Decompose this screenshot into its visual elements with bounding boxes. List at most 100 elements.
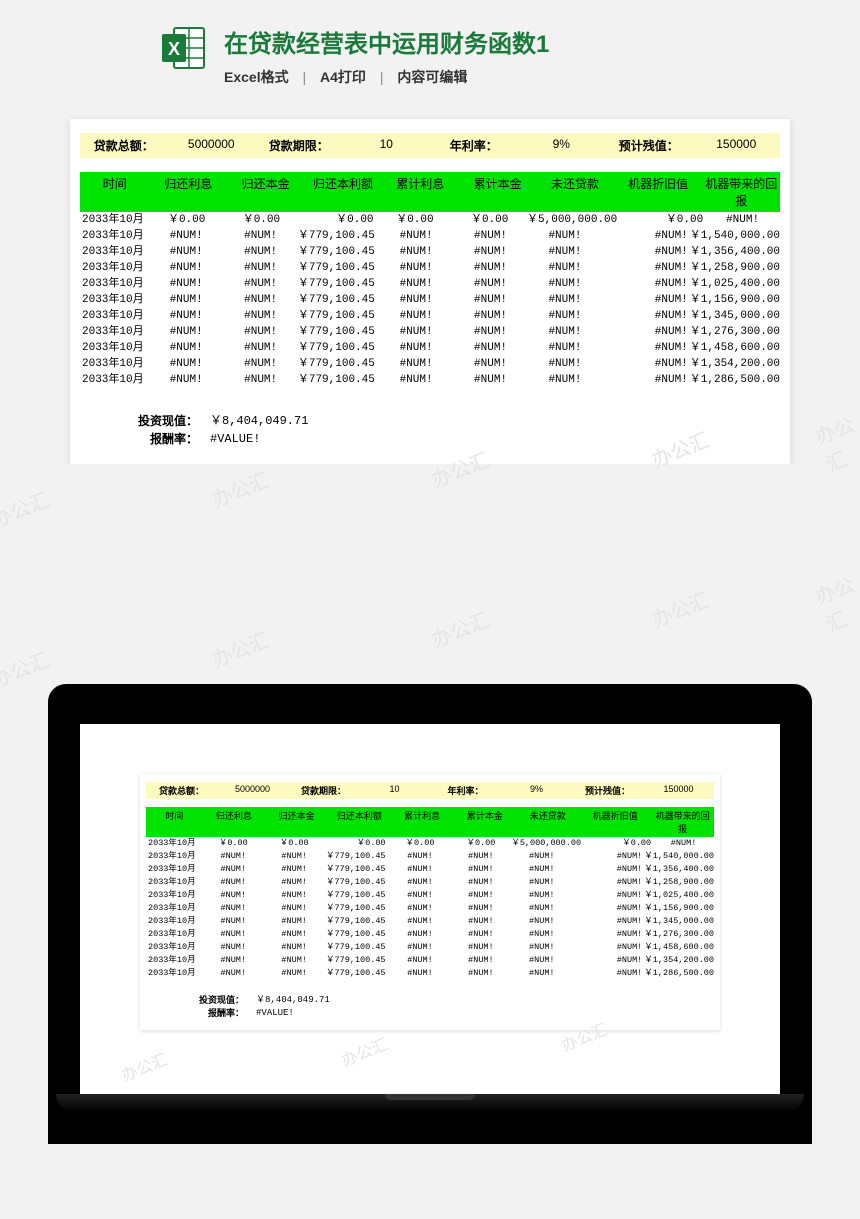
cell: #NUM!: [572, 955, 644, 966]
column-header: 机器折旧值: [579, 807, 651, 837]
cell: ￥779,100.45: [298, 325, 379, 339]
cell: #NUM!: [203, 890, 264, 901]
table-row: 2033年10月#NUM!#NUM!￥779,100.45#NUM!#NUM!#…: [146, 863, 714, 876]
param-label: 年利率：: [430, 133, 518, 158]
cell: #NUM!: [390, 955, 451, 966]
meta-format: Excel格式: [224, 69, 289, 85]
cell: #NUM!: [264, 955, 325, 966]
cell: #NUM!: [602, 341, 690, 355]
cell: #NUM!: [203, 916, 264, 927]
table-row: 2033年10月#NUM!#NUM!￥779,100.45#NUM!#NUM!#…: [146, 889, 714, 902]
cell: #NUM!: [453, 229, 527, 243]
column-header: 未还贷款: [536, 172, 613, 212]
cell: ￥779,100.45: [325, 916, 390, 927]
param-value: 10: [343, 133, 431, 158]
cell: #NUM!: [379, 261, 453, 275]
cell: #NUM!: [223, 325, 297, 339]
cell: #NUM!: [450, 851, 511, 862]
cell: #NUM!: [450, 955, 511, 966]
cell: #NUM!: [223, 309, 297, 323]
cell: ￥779,100.45: [325, 903, 390, 914]
cell: #NUM!: [602, 309, 690, 323]
cell: #NUM!: [450, 877, 511, 888]
cell: #NUM!: [453, 277, 527, 291]
table-row: 2033年10月#NUM!#NUM!￥779,100.45#NUM!#NUM!#…: [80, 260, 780, 276]
column-header: 时间: [80, 172, 150, 212]
cell: #NUM!: [390, 916, 451, 927]
column-header: 累计利息: [382, 172, 459, 212]
cell: 2033年10月: [80, 325, 149, 339]
cell: 2033年10月: [80, 277, 149, 291]
cell: #NUM!: [453, 261, 527, 275]
cell: ￥0.00: [617, 213, 705, 227]
watermark-text: 办公汇: [207, 464, 273, 513]
cell: #NUM!: [264, 942, 325, 953]
cell: #NUM!: [264, 890, 325, 901]
cell: ￥0.00: [325, 838, 390, 849]
cell: #NUM!: [203, 877, 264, 888]
column-header: 机器带来的回报: [651, 807, 714, 837]
cell: ￥0.00: [378, 213, 453, 227]
cell: 2033年10月: [146, 851, 203, 862]
cell: 2033年10月: [146, 968, 203, 979]
cell: #NUM!: [453, 357, 527, 371]
cell: #NUM!: [203, 851, 264, 862]
cell: #NUM!: [511, 851, 572, 862]
summary-value: #VALUE!: [210, 430, 260, 448]
column-header: 归还本利额: [328, 807, 391, 837]
cell: #NUM!: [453, 293, 527, 307]
cell: 2033年10月: [80, 373, 149, 387]
cell: ￥779,100.45: [325, 890, 390, 901]
cell: #NUM!: [149, 357, 223, 371]
cell: #NUM!: [203, 903, 264, 914]
column-header: 累计利息: [391, 807, 454, 837]
watermark-text: 办公汇: [647, 584, 713, 633]
table-row: 2033年10月#NUM!#NUM!￥779,100.45#NUM!#NUM!#…: [146, 941, 714, 954]
cell: #NUM!: [572, 877, 644, 888]
summary-value: ￥8,404,049.71: [210, 412, 308, 430]
cell: ￥1,356,400.00: [644, 864, 714, 875]
cell: #NUM!: [653, 838, 714, 849]
cell: #NUM!: [379, 357, 453, 371]
cell: 2033年10月: [80, 341, 149, 355]
cell: #NUM!: [528, 341, 602, 355]
cell: ￥0.00: [299, 213, 378, 227]
cell: #NUM!: [264, 968, 325, 979]
cell: ￥1,458,600.00: [644, 942, 714, 953]
svg-text:X: X: [168, 39, 180, 59]
param-label: 贷款总额：: [146, 782, 217, 799]
cell: #NUM!: [203, 929, 264, 940]
cell: #NUM!: [390, 942, 451, 953]
cell: ￥779,100.45: [298, 261, 379, 275]
cell: #NUM!: [264, 903, 325, 914]
cell: #NUM!: [203, 955, 264, 966]
cell: 2033年10月: [80, 293, 149, 307]
cell: #NUM!: [149, 293, 223, 307]
column-header: 归还本金: [227, 172, 304, 212]
cell: #NUM!: [572, 968, 644, 979]
cell: #NUM!: [528, 277, 602, 291]
cell: 2033年10月: [146, 929, 203, 940]
cell: #NUM!: [511, 890, 572, 901]
cell: ￥779,100.45: [298, 373, 379, 387]
cell: #NUM!: [511, 864, 572, 875]
cell: #NUM!: [264, 851, 325, 862]
cell: #NUM!: [453, 373, 527, 387]
cell: #NUM!: [390, 890, 451, 901]
cell: #NUM!: [223, 357, 297, 371]
column-header: 时间: [146, 807, 202, 837]
summary-label: 报酬率：: [80, 430, 210, 448]
cell: #NUM!: [453, 325, 527, 339]
cell: #NUM!: [379, 229, 453, 243]
summary-row: 投资现值：￥8,404,049.71: [80, 412, 780, 430]
table-header: 时间归还利息归还本金归还本利额累计利息累计本金未还贷款机器折旧值机器带来的回报: [80, 172, 780, 212]
cell: #NUM!: [379, 341, 453, 355]
cell: #NUM!: [450, 864, 511, 875]
cell: #NUM!: [149, 341, 223, 355]
cell: #NUM!: [511, 903, 572, 914]
cell: #NUM!: [379, 277, 453, 291]
cell: ￥1,156,900.00: [690, 293, 780, 307]
column-header: 累计本金: [459, 172, 536, 212]
cell: #NUM!: [390, 877, 451, 888]
watermark-text: 办公汇: [427, 604, 493, 653]
